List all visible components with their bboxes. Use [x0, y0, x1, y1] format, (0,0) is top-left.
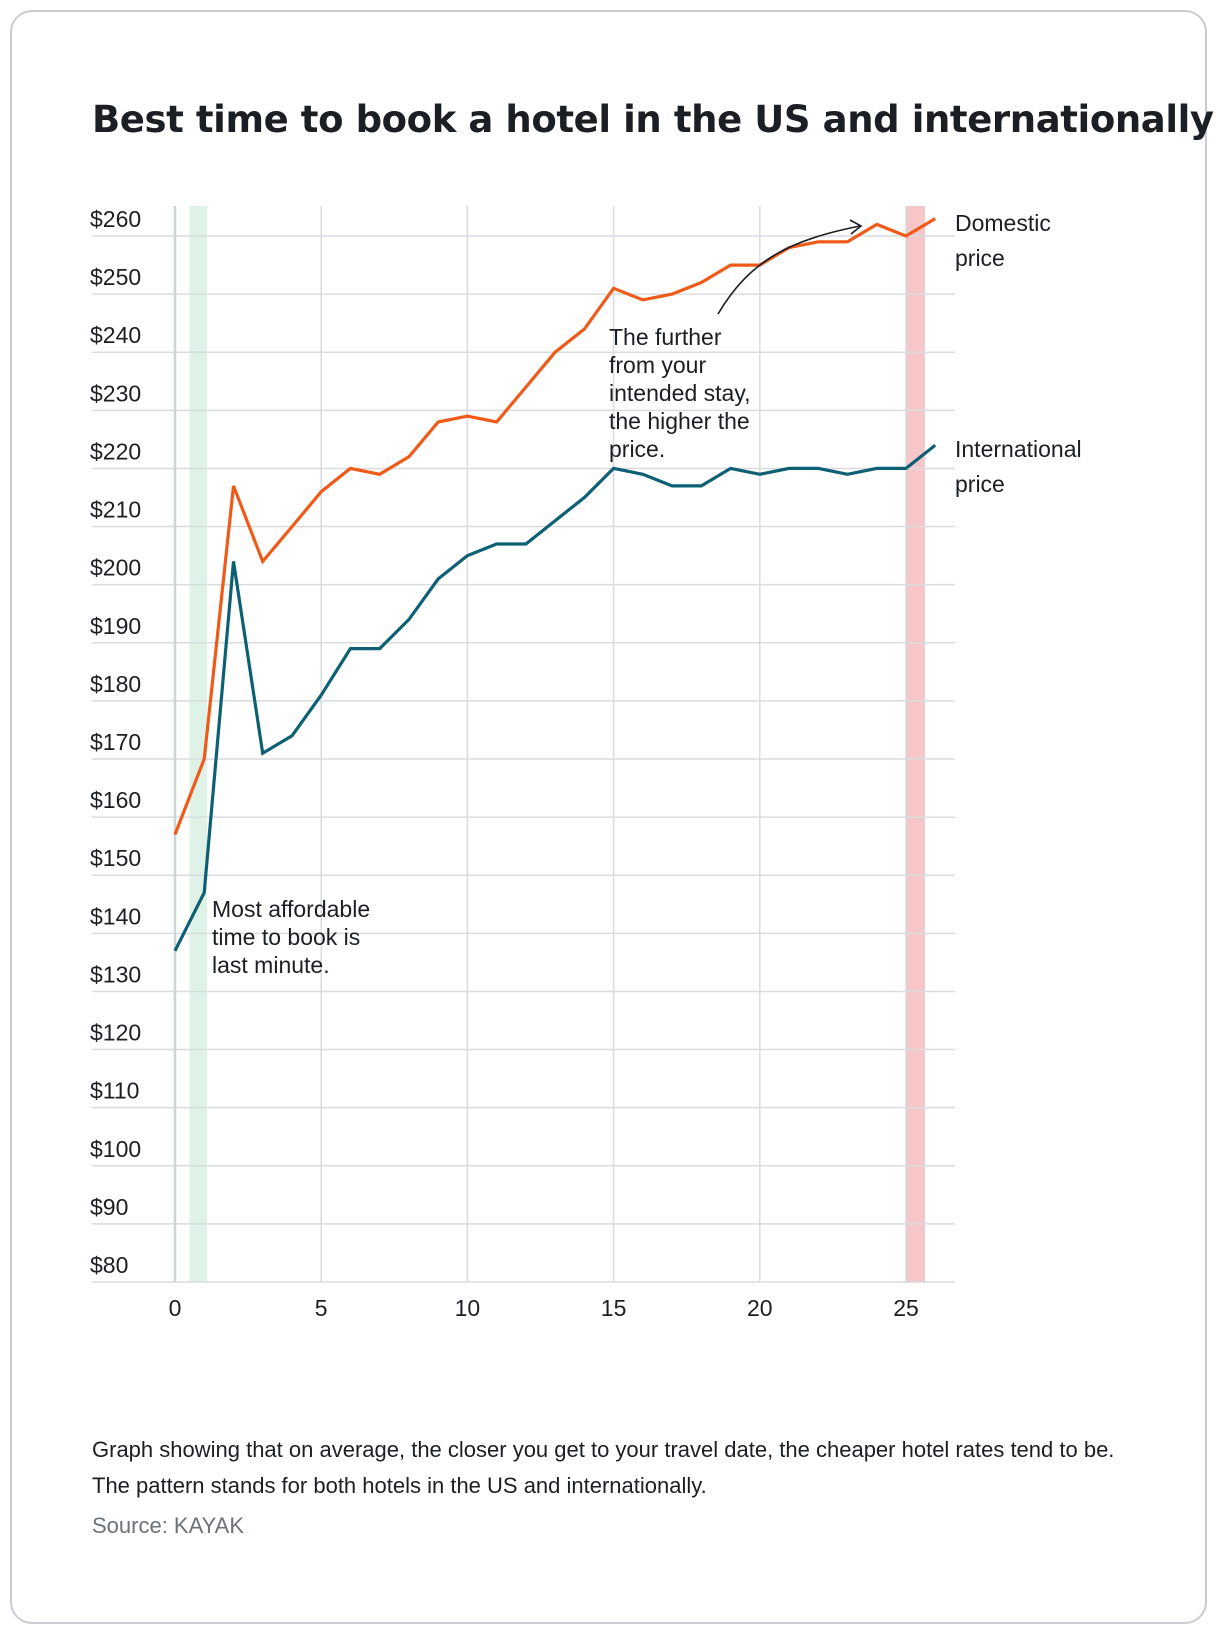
y-tick-label: $120	[90, 1020, 141, 1046]
series-labels: Domestic price International price	[955, 210, 1082, 497]
international-price-label: International price	[955, 436, 1082, 497]
chart-source: Source: KAYAK	[92, 1513, 245, 1538]
chart-title: Best time to book a hotel in the US and …	[92, 98, 1214, 141]
y-tick-label: $170	[90, 729, 141, 755]
y-tick-label: $160	[90, 787, 141, 813]
y-tick-label: $110	[90, 1078, 139, 1104]
y-tick-label: $180	[90, 671, 141, 697]
y-tick-label: $240	[90, 322, 141, 348]
y-tick-label: $230	[90, 380, 141, 406]
highlight-bands	[189, 206, 926, 1282]
y-tick-label: $210	[90, 497, 141, 523]
series-lines	[173, 217, 937, 952]
annotations: Most affordable time to book is last minut…	[212, 219, 863, 978]
chart-caption: Graph showing that on average, the close…	[92, 1437, 1115, 1498]
y-tick-label: $260	[90, 206, 141, 232]
x-tick-label: 10	[455, 1295, 481, 1321]
x-tick-label: 15	[601, 1295, 627, 1321]
y-tick-label: $100	[90, 1136, 141, 1162]
domestic-price-line	[173, 217, 937, 836]
x-tick-label: 25	[893, 1295, 919, 1321]
x-tick-label: 5	[315, 1295, 328, 1321]
y-tick-label: $90	[90, 1194, 128, 1220]
x-tick-label: 20	[747, 1295, 773, 1321]
x-tick-label: 0	[169, 1295, 182, 1321]
domestic-price-label: Domestic price	[955, 210, 1051, 271]
x-tick-labels: 0 5 10 15 20 25	[169, 1295, 919, 1321]
y-tick-label: $220	[90, 438, 141, 464]
international-price-line	[173, 443, 937, 952]
y-tick-label: $250	[90, 264, 141, 290]
annotation-last-minute: Most affordable time to book is last minut…	[212, 896, 370, 978]
annotation-arrowhead	[849, 219, 863, 235]
line-chart: $80 $90 $100 $110 $120 $130 $140 $150 $160 $170 $1…	[90, 206, 1082, 1321]
y-tick-labels: $80 $90 $100 $110 $120 $130 $140 $150 $160 $170 $1…	[90, 206, 141, 1278]
gridlines	[92, 206, 955, 1283]
y-tick-label: $200	[90, 555, 141, 581]
annotation-arrow	[717, 225, 861, 315]
y-tick-label: $130	[90, 961, 141, 987]
annotation-further-higher: The further from your intended stay, the hi…	[609, 324, 751, 462]
best-time-band	[189, 206, 208, 1282]
y-tick-label: $190	[90, 613, 141, 639]
y-tick-label: $80	[90, 1252, 128, 1278]
y-tick-label: $150	[90, 845, 141, 871]
y-tick-label: $140	[90, 903, 141, 929]
worst-time-band	[906, 206, 926, 1282]
